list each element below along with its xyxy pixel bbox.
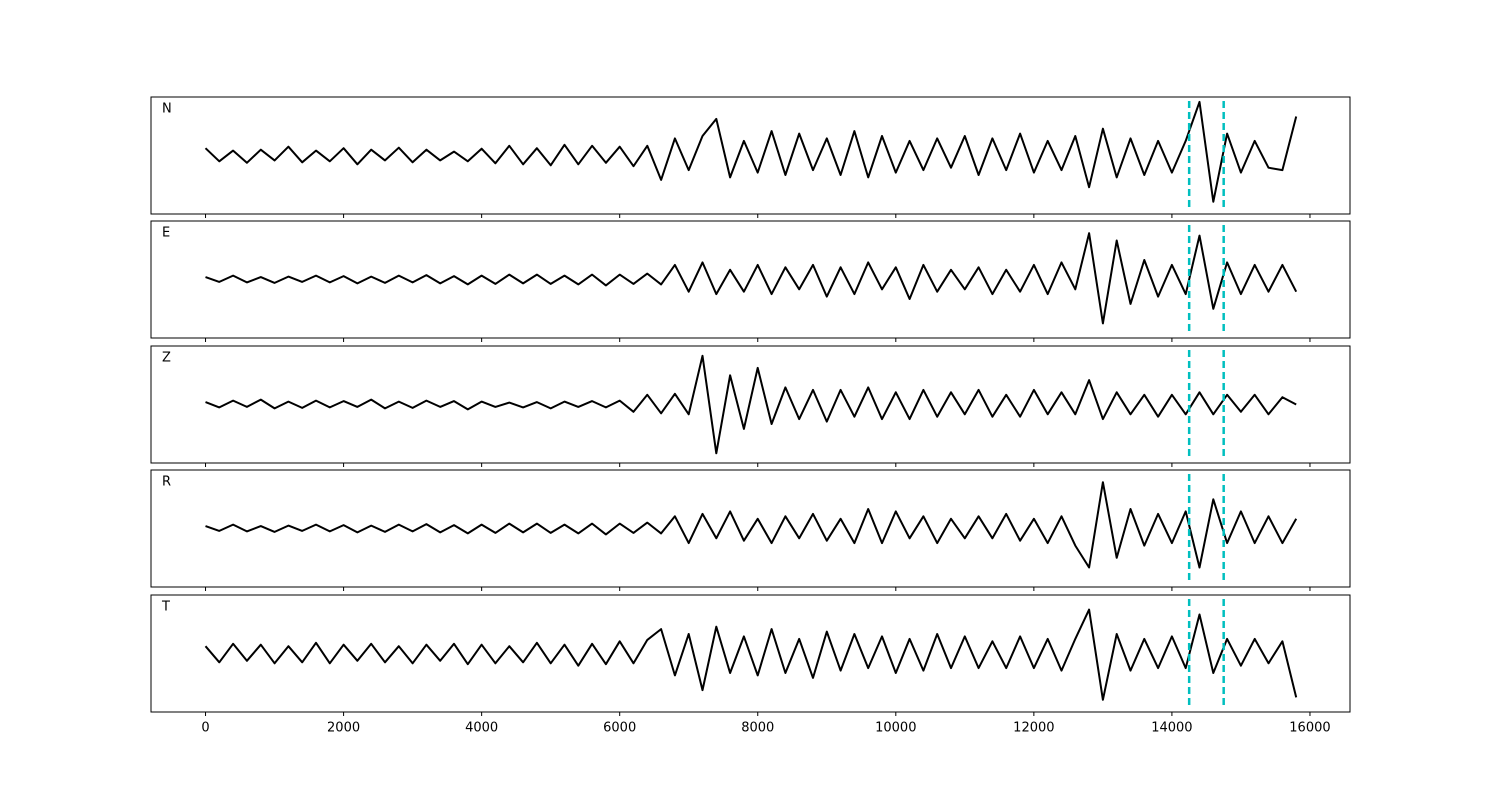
- trace: [204, 100, 1298, 203]
- x-tick-label: 6000: [603, 721, 636, 736]
- panel-label: Z: [162, 351, 171, 366]
- panel-frame: [150, 594, 1351, 713]
- panel-label: N: [162, 102, 172, 117]
- x-tick-label: 8000: [741, 721, 774, 736]
- x-tick-label: 4000: [465, 721, 498, 736]
- trace: [205, 232, 1298, 325]
- trace: [205, 481, 1298, 569]
- x-tick-label: 2000: [327, 721, 360, 736]
- trace: [205, 354, 1297, 455]
- x-tick-label: 0: [201, 721, 209, 736]
- x-tick-label: 14000: [1151, 721, 1192, 736]
- panel-label: R: [162, 475, 171, 490]
- panel-frame: [150, 345, 1351, 464]
- panel-frame: [150, 469, 1351, 588]
- panel-label: E: [162, 226, 170, 241]
- panel-frame: [150, 96, 1351, 215]
- panel-frame: [150, 220, 1351, 339]
- x-tick-label: 12000: [1013, 721, 1054, 736]
- x-tick-label: 10000: [875, 721, 916, 736]
- trace: [204, 608, 1298, 701]
- panel-label: T: [161, 600, 170, 615]
- x-tick-label: 16000: [1289, 721, 1330, 736]
